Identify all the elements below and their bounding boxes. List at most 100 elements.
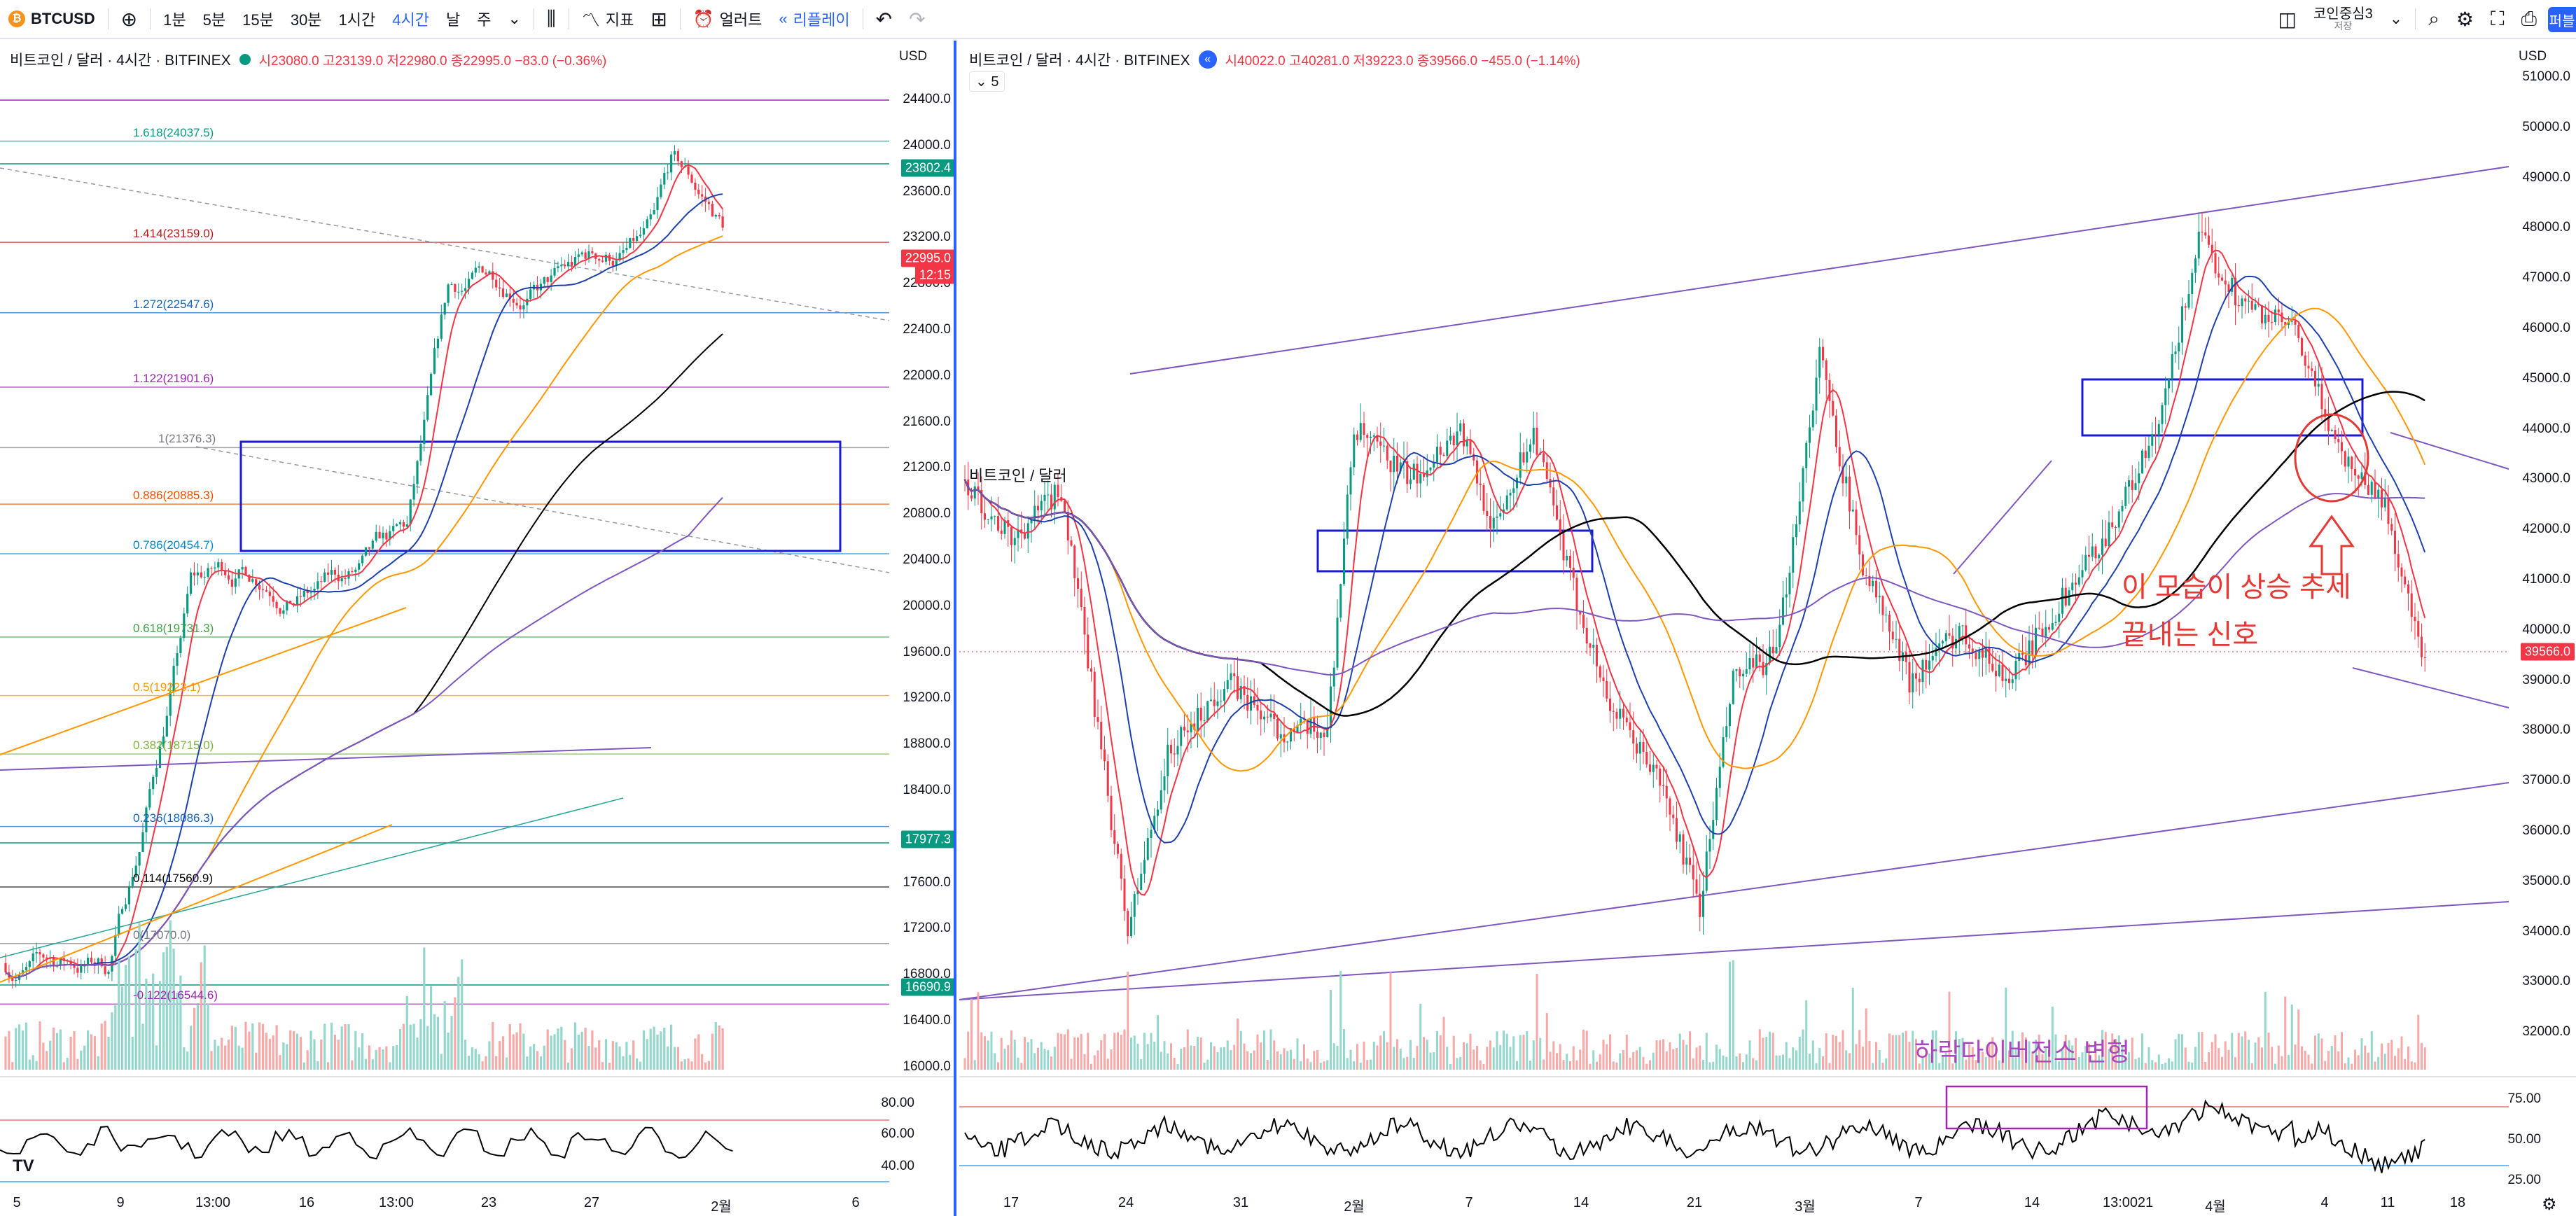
camera-icon[interactable]: ⎙ [2521,7,2537,29]
publish-button[interactable]: 퍼블 [2548,7,2576,32]
layout-split-icon[interactable]: ◫ [2278,8,2297,30]
candle-body [1898,638,1901,662]
indicators-button[interactable]: 〽 지표 [573,0,643,39]
fullscreen-icon[interactable]: ⛶ [2490,7,2505,29]
volume-bar [1216,1052,1219,1070]
layout-selector[interactable]: 코인중심3 저장 [2305,0,2381,39]
replay-label: 리플레이 [793,11,850,29]
candle-body [622,250,625,253]
candles-icon[interactable]: ⫼ [546,7,556,29]
redo-icon[interactable]: ↷ [909,8,926,30]
chevron-down-icon[interactable]: ⌄ [508,10,521,27]
candle-body [1013,538,1016,545]
interval-15m[interactable]: 15분 [242,11,274,29]
fib-level-label: 0.236(18086.3) [133,811,214,825]
volume-bar [481,1061,484,1070]
volume-bar [701,1054,704,1070]
candle-body [1123,879,1126,911]
candle-body [2157,424,2160,435]
candle-body [2108,522,2110,547]
left-chart-canvas[interactable] [0,41,956,1216]
candle-body [1040,501,1043,510]
alert-button[interactable]: ⏰ 얼러트 [685,0,771,39]
candle-body [2254,304,2257,310]
volume-bar [2184,1047,2187,1070]
volume-bar [176,993,179,1070]
candle-body [2414,617,2416,622]
volume-bar [419,1019,422,1070]
volume-bar [1433,1052,1435,1070]
right-chart-panel[interactable]: 비트코인 / 달러 · 4시간 · BITFINEX « 시40022.0 고4… [959,41,2576,1216]
candle-body [1389,460,1392,473]
plus-circle-icon[interactable]: ⊕ [120,8,138,30]
chevron-down-icon[interactable]: ⌄ [2389,10,2403,27]
search-icon[interactable]: ⌕ [2428,7,2439,29]
volume-bar [2414,1062,2416,1070]
volume-bar [505,1057,508,1070]
volume-bar [1938,1063,1941,1070]
price-tick-label: 44000.0 [2522,421,2570,436]
candle-body [87,958,90,966]
replay-button[interactable]: « 리플레이 [770,0,858,39]
volume-bar [1479,1060,1482,1070]
candle-body [2294,321,2297,325]
volume-bar [1366,1060,1369,1070]
volume-bar [1978,1049,1981,1070]
volume-bar [632,1040,635,1070]
ma-orange-line [964,307,2426,772]
time-tick-label: 2월 [711,1199,732,1215]
candle-body [152,776,155,790]
indicator-toggle[interactable]: ⌄ 5 [969,71,1005,92]
interval-1m[interactable]: 1분 [163,11,186,29]
candle-body [1133,894,1136,917]
interval-1h[interactable]: 1시간 [338,11,376,29]
right-price-axis[interactable]: USD 51000.0 50000.0 49000.0 48000.0 47000.0 4… [2509,41,2576,1216]
replay-marker-icon[interactable]: « [1198,50,1217,69]
interval-30m[interactable]: 30분 [290,11,322,29]
templates-grid-icon[interactable]: ⊞ [650,8,667,30]
gear-icon[interactable]: ⚙ [2456,8,2474,30]
volume-bar [1173,1057,1176,1070]
interval-week[interactable]: 주 [477,11,492,29]
left-price-axis[interactable]: USD 24400.024000.023600.023200.022800.02… [889,41,954,1216]
candle-body [221,561,223,571]
volume-bar [1516,1061,1518,1070]
volume-bar [1376,1045,1379,1070]
gear-icon[interactable]: ⚙ [2542,1195,2557,1214]
undo-icon[interactable]: ↶ [875,8,893,30]
up-arrow-icon [2309,515,2355,575]
volume-bar [2161,1063,2164,1070]
symbol-selector[interactable]: ₿ BTCUSD [0,0,104,39]
volume-bar [2054,1034,2057,1070]
divergence-box [1945,1085,2148,1130]
candle-body [1386,445,1388,461]
interval-day[interactable]: 날 [445,11,461,29]
candle-body [977,486,980,490]
volume-bar [1536,974,1538,1070]
visibility-eye-icon[interactable] [239,54,251,65]
volume-bar [1739,1053,1741,1070]
interval-4h[interactable]: 4시간 [392,11,429,29]
candle-body [309,592,312,594]
candle-body [1230,673,1232,680]
volume-bar [251,1023,254,1070]
candle-body [1276,718,1279,739]
volume-bar [32,1055,34,1070]
candle-body [598,258,601,261]
right-time-axis[interactable]: 17 24 31 2월 7 14 21 3월 7 14 21 13:00 4월 4 11 18 [959,1191,2509,1216]
candle-body [2364,472,2367,485]
candle-body [604,254,608,262]
volume-bar [492,1021,494,1070]
left-time-axis[interactable]: 5 9 13:00 16 13:00 23 27 2월 6 [0,1191,889,1216]
price-tick-label: 18400.0 [903,783,951,797]
volume-bar [1103,1033,1106,1070]
interval-5m[interactable]: 5분 [202,11,226,29]
candle-body [1210,699,1212,701]
volume-bar [1476,1045,1478,1070]
candle-body [1293,728,1295,733]
candle-body [2154,434,2157,435]
right-chart-canvas[interactable] [959,41,2576,1216]
volume-bar [35,1061,38,1070]
left-chart-panel[interactable]: 비트코인 / 달러 · 4시간 · BITFINEX 시23080.0 고231… [0,41,956,1216]
candle-body [2357,475,2360,479]
